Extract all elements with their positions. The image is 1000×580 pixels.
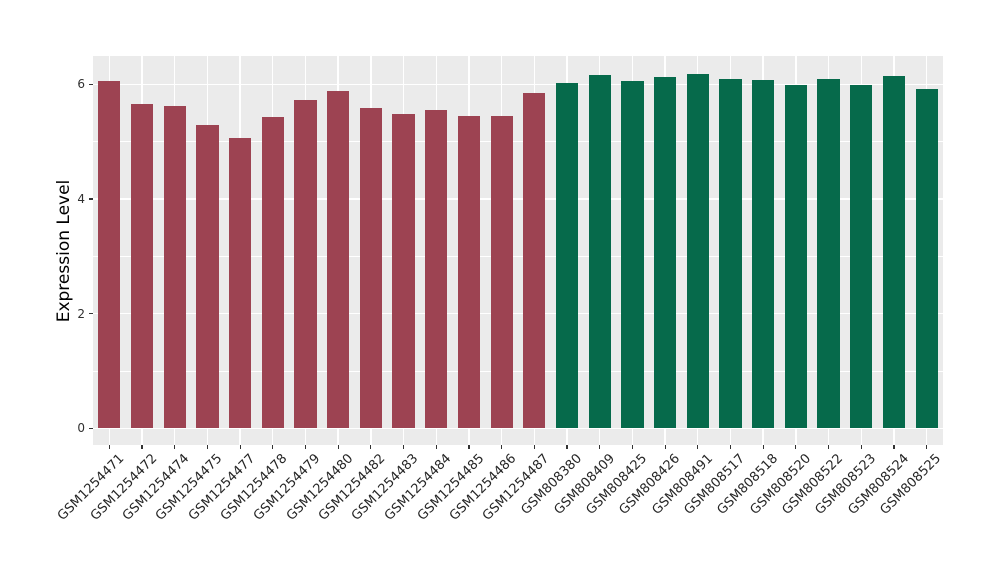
y-tick-mark bbox=[89, 427, 93, 429]
y-tick-mark bbox=[89, 198, 93, 200]
bar bbox=[425, 109, 448, 429]
bar bbox=[784, 85, 807, 429]
bar bbox=[490, 116, 513, 429]
x-tick-mark bbox=[206, 445, 208, 449]
x-tick-mark bbox=[697, 445, 699, 449]
gridline-major bbox=[93, 312, 943, 315]
y-tick-label: 0 bbox=[77, 421, 85, 436]
bar bbox=[327, 91, 350, 429]
x-tick-mark bbox=[108, 445, 110, 449]
y-axis-title: Expression Level bbox=[54, 179, 74, 322]
x-tick-mark bbox=[860, 445, 862, 449]
y-tick-label: 4 bbox=[77, 191, 85, 206]
x-tick-mark bbox=[402, 445, 405, 449]
x-tick-mark bbox=[599, 445, 601, 449]
bar bbox=[523, 93, 546, 429]
gridline-major bbox=[93, 83, 943, 85]
bar bbox=[98, 81, 121, 429]
x-tick-mark bbox=[174, 445, 176, 449]
x-tick-mark bbox=[272, 445, 274, 449]
bar bbox=[229, 138, 252, 429]
gridline-minor bbox=[93, 370, 943, 372]
y-tick-mark bbox=[89, 313, 93, 315]
x-tick-mark bbox=[926, 445, 928, 449]
x-tick-mark bbox=[533, 445, 535, 449]
x-tick-mark bbox=[501, 445, 503, 449]
bar bbox=[915, 88, 938, 429]
x-tick-mark bbox=[435, 445, 437, 449]
bar bbox=[130, 104, 154, 429]
x-tick-mark bbox=[304, 445, 307, 449]
gridline-minor bbox=[93, 255, 943, 257]
bar bbox=[457, 116, 481, 429]
bar bbox=[261, 116, 284, 429]
x-tick-mark bbox=[631, 445, 633, 449]
bar bbox=[817, 78, 840, 429]
x-tick-mark bbox=[729, 445, 732, 449]
bar bbox=[588, 74, 611, 429]
bar bbox=[555, 83, 579, 429]
bar bbox=[654, 76, 677, 429]
bar bbox=[752, 80, 775, 429]
x-tick-mark bbox=[370, 445, 372, 449]
plot-panel bbox=[93, 56, 943, 445]
y-tick-label: 2 bbox=[77, 306, 85, 321]
bar bbox=[686, 74, 709, 429]
gridline-major bbox=[93, 427, 943, 429]
x-tick-mark bbox=[337, 445, 339, 449]
x-tick-mark bbox=[827, 445, 830, 449]
x-tick-mark bbox=[566, 445, 568, 449]
x-tick-mark bbox=[762, 445, 764, 449]
bar bbox=[196, 125, 219, 429]
bar bbox=[882, 75, 906, 429]
bar bbox=[294, 100, 317, 429]
bar bbox=[850, 85, 873, 429]
bar bbox=[392, 113, 415, 429]
gridline-major bbox=[93, 198, 943, 200]
bar bbox=[359, 108, 382, 429]
x-tick-mark bbox=[468, 445, 470, 449]
x-tick-mark bbox=[141, 445, 143, 449]
gridline-minor bbox=[93, 141, 943, 143]
x-tick-mark bbox=[893, 445, 895, 449]
y-tick-mark bbox=[89, 83, 93, 85]
bar bbox=[163, 105, 186, 429]
y-tick-label: 6 bbox=[77, 77, 85, 92]
bar bbox=[621, 80, 644, 429]
bar bbox=[719, 78, 742, 429]
x-tick-mark bbox=[795, 445, 797, 449]
x-tick-mark bbox=[239, 445, 241, 449]
x-tick-mark bbox=[664, 445, 666, 449]
